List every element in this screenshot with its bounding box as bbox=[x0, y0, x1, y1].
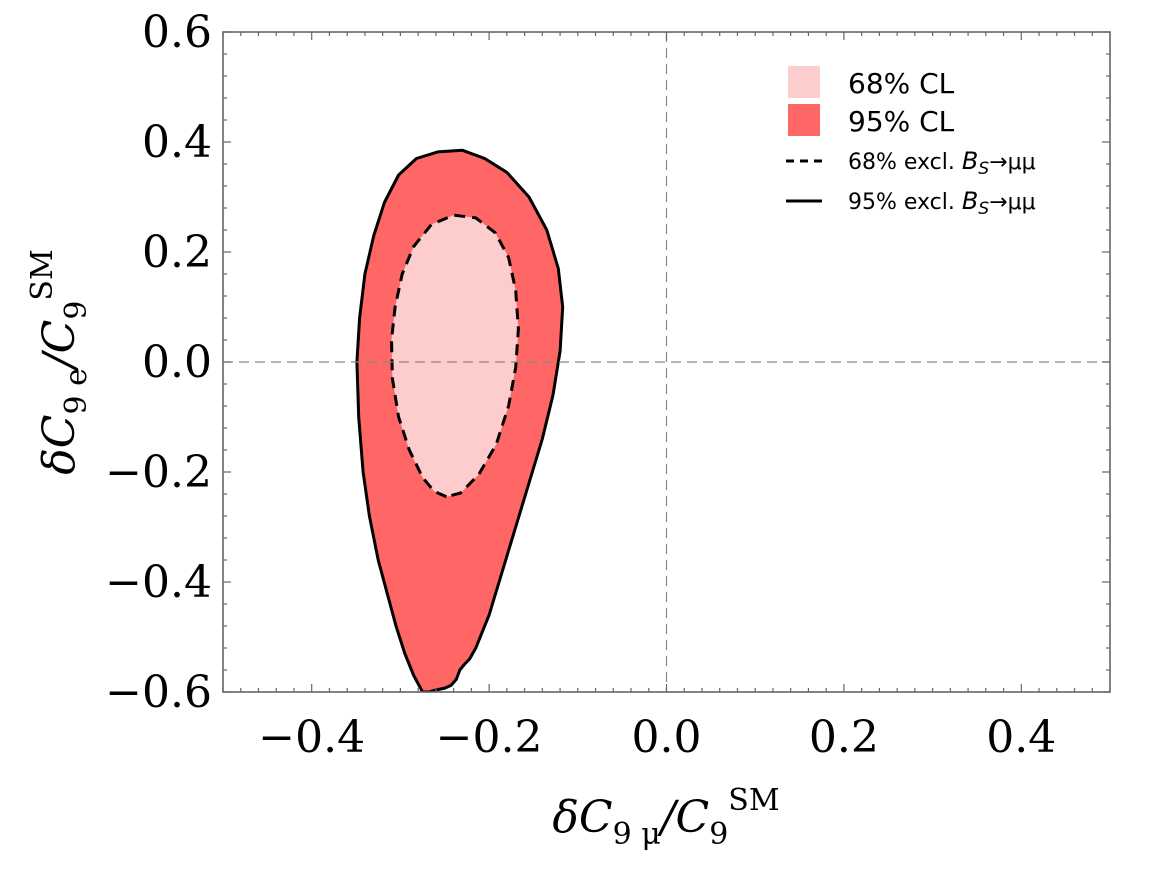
x-tick-labels: −0.4 −0.2 0.0 0.2 0.4 bbox=[258, 712, 1056, 763]
legend-swatch-95-cl bbox=[788, 104, 820, 136]
x-tick-label: −0.4 bbox=[258, 712, 365, 763]
y-tick-label: 0.0 bbox=[142, 337, 212, 388]
y-tick-label: −0.6 bbox=[105, 667, 212, 718]
y-tick-label: 0.2 bbox=[142, 227, 212, 278]
plot-frame bbox=[222, 31, 1111, 693]
y-tick-label: −0.2 bbox=[105, 447, 212, 498]
legend-label-95-cl: 95% CL bbox=[848, 105, 955, 138]
legend-label-68-cl: 68% CL bbox=[848, 67, 955, 100]
y-axis-label: δC9 e/C9SM bbox=[25, 249, 94, 474]
legend-swatch-68-cl bbox=[788, 66, 820, 98]
x-tick-label: −0.2 bbox=[436, 712, 543, 763]
y-tick-label: −0.4 bbox=[105, 557, 212, 608]
legend: 68% CL 95% CL 68% excl. BS→μμ 95% excl. … bbox=[786, 66, 1036, 219]
y-tick-label: 0.4 bbox=[142, 117, 212, 168]
x-tick-label: 0.4 bbox=[986, 712, 1056, 763]
x-tick-label: 0.2 bbox=[809, 712, 879, 763]
y-tick-labels: −0.6 −0.4 −0.2 0.0 0.2 0.4 0.6 bbox=[105, 7, 212, 718]
region-68-cl bbox=[390, 213, 520, 499]
legend-label-95-excl: 95% excl. BS→μμ bbox=[848, 187, 1036, 219]
plot-area bbox=[222, 31, 1111, 693]
legend-label-68-excl: 68% excl. BS→μμ bbox=[848, 147, 1036, 179]
x-axis-label: δC9 μ/C9SM bbox=[552, 783, 779, 852]
x-tick-label: 0.0 bbox=[632, 712, 702, 763]
y-tick-label: 0.6 bbox=[142, 7, 212, 58]
